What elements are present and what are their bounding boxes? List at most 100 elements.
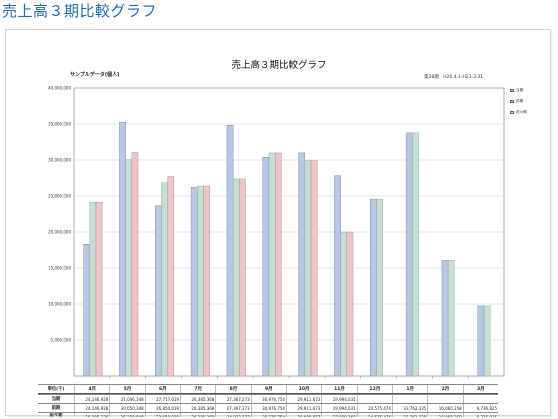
table-cell: 16,060,358 <box>427 413 462 417</box>
table-cell: 27,717,019 <box>144 395 180 403</box>
y-tick-label: 5,000,000 <box>51 338 72 343</box>
legend-label-current: 当期 <box>516 88 524 92</box>
bar-chart: 5,000,000 10,000,000 15,000,000 20,000,000 2… <box>48 86 505 379</box>
bar <box>405 132 413 377</box>
bar <box>125 159 133 377</box>
table-cell: 30,050,348 <box>109 404 144 412</box>
table-cell: 26,205,368 <box>180 413 215 417</box>
table-cell: 33,762,335 <box>392 413 427 417</box>
table-cell: 35,238,848 <box>109 413 144 417</box>
y-tick-label: 40,000,000 <box>48 86 71 91</box>
chart-legend: 当期 前期 前々期 <box>510 88 527 121</box>
table-row-label: 前期 <box>51 406 61 411</box>
table-cell: 24,575,474 <box>356 404 392 412</box>
bar <box>274 152 282 377</box>
month-header-row: 単位(千) 4月 5月 6月 7月 8月 9月 10月 11月 12月 1月 2月 3月 <box>38 384 498 394</box>
month-header-cell: 5月 <box>109 385 144 393</box>
table-cell: 30,976,754 <box>250 395 286 403</box>
table-row-label: 当期 <box>51 397 61 402</box>
table-unit-label: 単位(千) <box>47 387 65 392</box>
table-row-two-prior: 前々期 18,305,12635,238,84823,650,01926,205… <box>38 412 498 417</box>
bar <box>155 205 162 377</box>
legend-label-two-prior: 前々期 <box>516 110 527 114</box>
table-cell: 19,994,031 <box>321 395 356 403</box>
bar <box>89 201 97 377</box>
table-cell: 18,305,126 <box>74 413 109 417</box>
table-cell <box>462 395 498 403</box>
bar <box>203 185 210 377</box>
table-cell: 29,911,673 <box>286 395 321 403</box>
plot-area <box>73 87 505 377</box>
bar <box>232 178 240 377</box>
bar <box>131 152 139 377</box>
table-cell <box>392 395 427 403</box>
bar <box>412 132 419 377</box>
bar <box>477 305 485 377</box>
bar <box>441 260 449 377</box>
month-header-cell: 8月 <box>215 385 250 393</box>
month-header-cell: 7月 <box>180 385 215 393</box>
month-header-cell: 3月 <box>462 385 498 393</box>
table-cell: 24,146,928 <box>74 404 109 412</box>
table-cell: 9,736,825 <box>462 413 498 417</box>
month-header-cell: 6月 <box>144 385 180 393</box>
month-header-cell: 2月 <box>427 385 462 393</box>
month-header-cell: 10月 <box>286 385 321 393</box>
month-header-cell: 9月 <box>250 385 286 393</box>
table-row-label: 前々期 <box>49 413 63 417</box>
bar <box>197 185 204 377</box>
month-header-cell: 12月 <box>356 385 392 393</box>
table-cell: 27,829,268 <box>321 413 356 417</box>
y-tick-label: 15,000,000 <box>48 266 71 271</box>
table-cell: 24,146,928 <box>74 395 109 403</box>
table-cell: 16,060,358 <box>427 404 462 412</box>
bar <box>190 187 198 377</box>
bar <box>304 160 312 377</box>
y-tick-label: 35,000,000 <box>48 122 71 127</box>
month-header-cell: 11月 <box>321 385 356 393</box>
table-cell: 29,911,673 <box>286 404 321 412</box>
bar <box>310 160 318 377</box>
bar <box>483 305 491 377</box>
legend-label-previous: 前期 <box>516 99 524 103</box>
table-cell: 26,385,368 <box>180 404 215 412</box>
legend-swatch-previous <box>510 100 514 103</box>
legend-item-two-prior: 前々期 <box>510 110 527 115</box>
y-tick-label: 10,000,000 <box>48 302 71 307</box>
bar <box>346 231 354 377</box>
bar <box>340 231 348 377</box>
table-cell: 26,850,019 <box>144 404 180 412</box>
table-cell: 27,367,273 <box>215 404 250 412</box>
bar <box>298 152 306 377</box>
legend-item-current: 当期 <box>510 88 527 93</box>
bar <box>226 125 234 377</box>
bar <box>370 198 377 377</box>
table-row-current: 当期 24,146,928 31,046,348 27,717,019 26,385,… <box>38 394 498 403</box>
table-cell: 30,976,754 <box>250 404 286 412</box>
table-cell <box>356 395 392 403</box>
table-cell <box>427 395 462 403</box>
table-cell: 23,650,019 <box>144 413 180 417</box>
y-tick-label: 20,000,000 <box>48 230 71 235</box>
month-header-cell: 1月 <box>392 385 427 393</box>
bar <box>161 182 168 377</box>
y-tick-label: 30,000,000 <box>48 158 71 163</box>
table-cell: 27,367,273 <box>215 395 250 403</box>
data-source-label: サンプルデータ(個人) <box>70 72 120 78</box>
table-cell: 31,046,348 <box>109 395 144 403</box>
y-tick-label: 25,000,000 <box>48 194 71 199</box>
month-header-cell: 4月 <box>74 385 109 393</box>
bar <box>376 198 383 377</box>
bar <box>95 201 103 377</box>
bar <box>334 175 341 377</box>
table-cell: 34,832,277 <box>215 413 250 417</box>
legend-swatch-current <box>510 89 514 92</box>
report-sheet: 売上高３期比較グラフ サンプルデータ(個人) 第28期 H20.4.1-H21.… <box>5 29 551 417</box>
bar <box>447 260 455 377</box>
period-label: 第28期 H20.4.1-H21.3.31 <box>424 75 484 80</box>
chart-title: 売上高３期比較グラフ <box>231 60 327 71</box>
table-cell: 26,385,368 <box>180 395 215 403</box>
table-cell: 9,736,825 <box>462 404 498 412</box>
bar <box>83 244 91 377</box>
table-row-previous: 前期 24,146,928 30,050,348 26,850,019 26,385,… <box>38 403 498 412</box>
